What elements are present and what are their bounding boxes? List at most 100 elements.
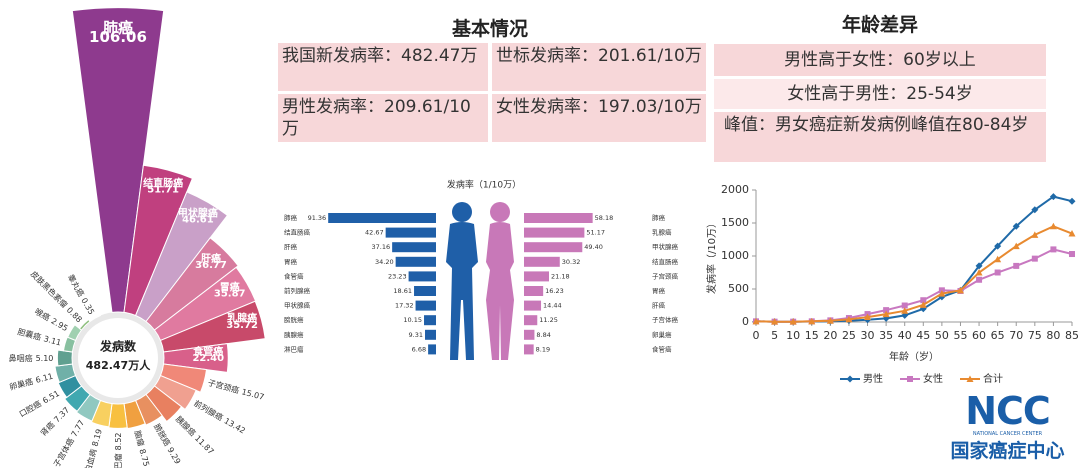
- marker: [846, 375, 854, 383]
- marker: [901, 302, 908, 309]
- y-tick-label: 500: [728, 282, 749, 295]
- info-cell: 女性高于男性：25-54岁: [714, 79, 1046, 109]
- marker: [789, 318, 797, 325]
- x-axis-label: 年龄（岁）: [889, 350, 939, 363]
- bar: [408, 271, 436, 282]
- info-cell: 男性高于女性：60岁以上: [714, 44, 1046, 76]
- marker: [994, 269, 1001, 276]
- bar-category: 子宫颈癌: [652, 271, 679, 280]
- sector-label: 胰腺癌11.87: [174, 414, 216, 456]
- bar-value: 42.67: [365, 229, 384, 237]
- rose-sector: [145, 237, 239, 331]
- marker: [1068, 197, 1076, 205]
- sector-name: 口腔癌: [17, 398, 43, 419]
- rose-sector: [71, 7, 165, 313]
- sector-name: 子宫颈癌: [207, 377, 240, 395]
- bar-category: 胰腺癌: [284, 330, 304, 339]
- sector-value: 8.52: [114, 433, 123, 451]
- bar-category: 子宫体癌: [652, 315, 679, 324]
- section-title: 基本情况: [451, 18, 528, 40]
- sector-label: 前列腺癌13.42: [192, 398, 247, 436]
- sector-label: 白血病8.19: [82, 428, 103, 468]
- bar: [395, 256, 436, 267]
- sector-label: 子宫颈癌15.07: [207, 377, 266, 402]
- marker: [994, 255, 1002, 263]
- sector-value: 9.29: [166, 446, 183, 466]
- y-tick-label: 1500: [721, 216, 749, 229]
- x-tick-label: 10: [786, 329, 800, 342]
- rose-sector: [75, 393, 102, 422]
- marker: [1013, 262, 1020, 269]
- x-tick-label: 65: [991, 329, 1005, 342]
- center-hole: [78, 318, 158, 398]
- rose-sector: [57, 374, 83, 399]
- bar-category: 食管癌: [284, 271, 304, 280]
- y-tick-label: 1000: [721, 249, 749, 262]
- bar-category: 食管癌: [652, 344, 672, 353]
- y-tick-label: 0: [742, 315, 749, 328]
- sector-name: 前列腺癌: [192, 398, 225, 423]
- rose-sector: [67, 324, 83, 342]
- legend-label: 合计: [983, 372, 1003, 385]
- section-title: 年龄差异: [841, 14, 918, 36]
- info-cell: 世标发病率：201.61/10万: [492, 43, 706, 91]
- sector-value: 35.72: [226, 320, 258, 331]
- legend-label: 女性: [923, 372, 943, 385]
- sector-value: 7.77: [69, 418, 86, 438]
- bar-value: 30.32: [562, 258, 581, 266]
- bar: [425, 329, 436, 340]
- bar-category: 前列腺癌: [284, 286, 311, 295]
- rose-sector: [123, 164, 194, 317]
- logo-mark: NCC: [965, 389, 1051, 433]
- sector-name: 淋巴瘤: [113, 453, 123, 468]
- x-tick-label: 20: [823, 329, 837, 342]
- bar: [392, 242, 436, 253]
- bar-value: 51.17: [586, 229, 605, 237]
- bar-category: 乳腺癌: [652, 228, 672, 237]
- sector-value: 3.11: [43, 334, 63, 347]
- bar: [524, 242, 583, 253]
- bar-value: 9.31: [409, 331, 423, 339]
- bar-category: 结直肠癌: [284, 228, 311, 237]
- sector-label: 肝癌: [201, 252, 221, 265]
- bar: [524, 315, 538, 326]
- marker: [994, 242, 1002, 250]
- bar-value: 10.15: [403, 316, 422, 324]
- center-value: 482.47万人: [86, 358, 151, 372]
- sector-value: 8.19: [90, 428, 103, 448]
- bar-category: 胃癌: [284, 257, 298, 266]
- sector-label: 卵巢癌6.11: [8, 370, 54, 391]
- bar-value: 58.18: [595, 214, 614, 222]
- y-tick-label: 2000: [721, 183, 749, 196]
- marker: [771, 318, 779, 325]
- sector-value: 106.06: [89, 28, 147, 46]
- sector-name: 子宫体癌: [51, 436, 76, 468]
- sector-value: 15.07: [241, 387, 265, 402]
- sector-value: 36.77: [195, 260, 227, 271]
- sector-value: 46.61: [182, 215, 214, 226]
- sector-value: 8.75: [138, 448, 151, 468]
- bar-value: 49.40: [584, 243, 603, 251]
- sector-value: 22.40: [192, 353, 224, 364]
- bar-category: 肺癌: [652, 213, 666, 222]
- rose-sector: [56, 349, 73, 367]
- bar: [424, 315, 436, 326]
- marker: [883, 307, 890, 314]
- bar-category: 甲状腺癌: [652, 242, 679, 251]
- sector-name: 胆囊癌: [17, 326, 43, 342]
- rose-sector: [63, 385, 91, 413]
- marker: [919, 301, 927, 308]
- bar-category: 淋巴瘤: [284, 344, 304, 353]
- bar-value: 16.23: [545, 287, 564, 295]
- sector-value: 6.51: [41, 388, 61, 405]
- logo-subtitle: NATIONAL CANCER CENTER: [972, 431, 1043, 437]
- sector-label: 乳腺癌: [227, 312, 257, 325]
- rose-sector: [123, 399, 146, 430]
- info-cell: 男性发病率：209.61/10万: [278, 94, 488, 142]
- x-tick-label: 45: [916, 329, 930, 342]
- bar: [524, 213, 593, 223]
- bar: [414, 286, 436, 296]
- bar: [415, 300, 436, 311]
- x-tick-label: 80: [1046, 329, 1060, 342]
